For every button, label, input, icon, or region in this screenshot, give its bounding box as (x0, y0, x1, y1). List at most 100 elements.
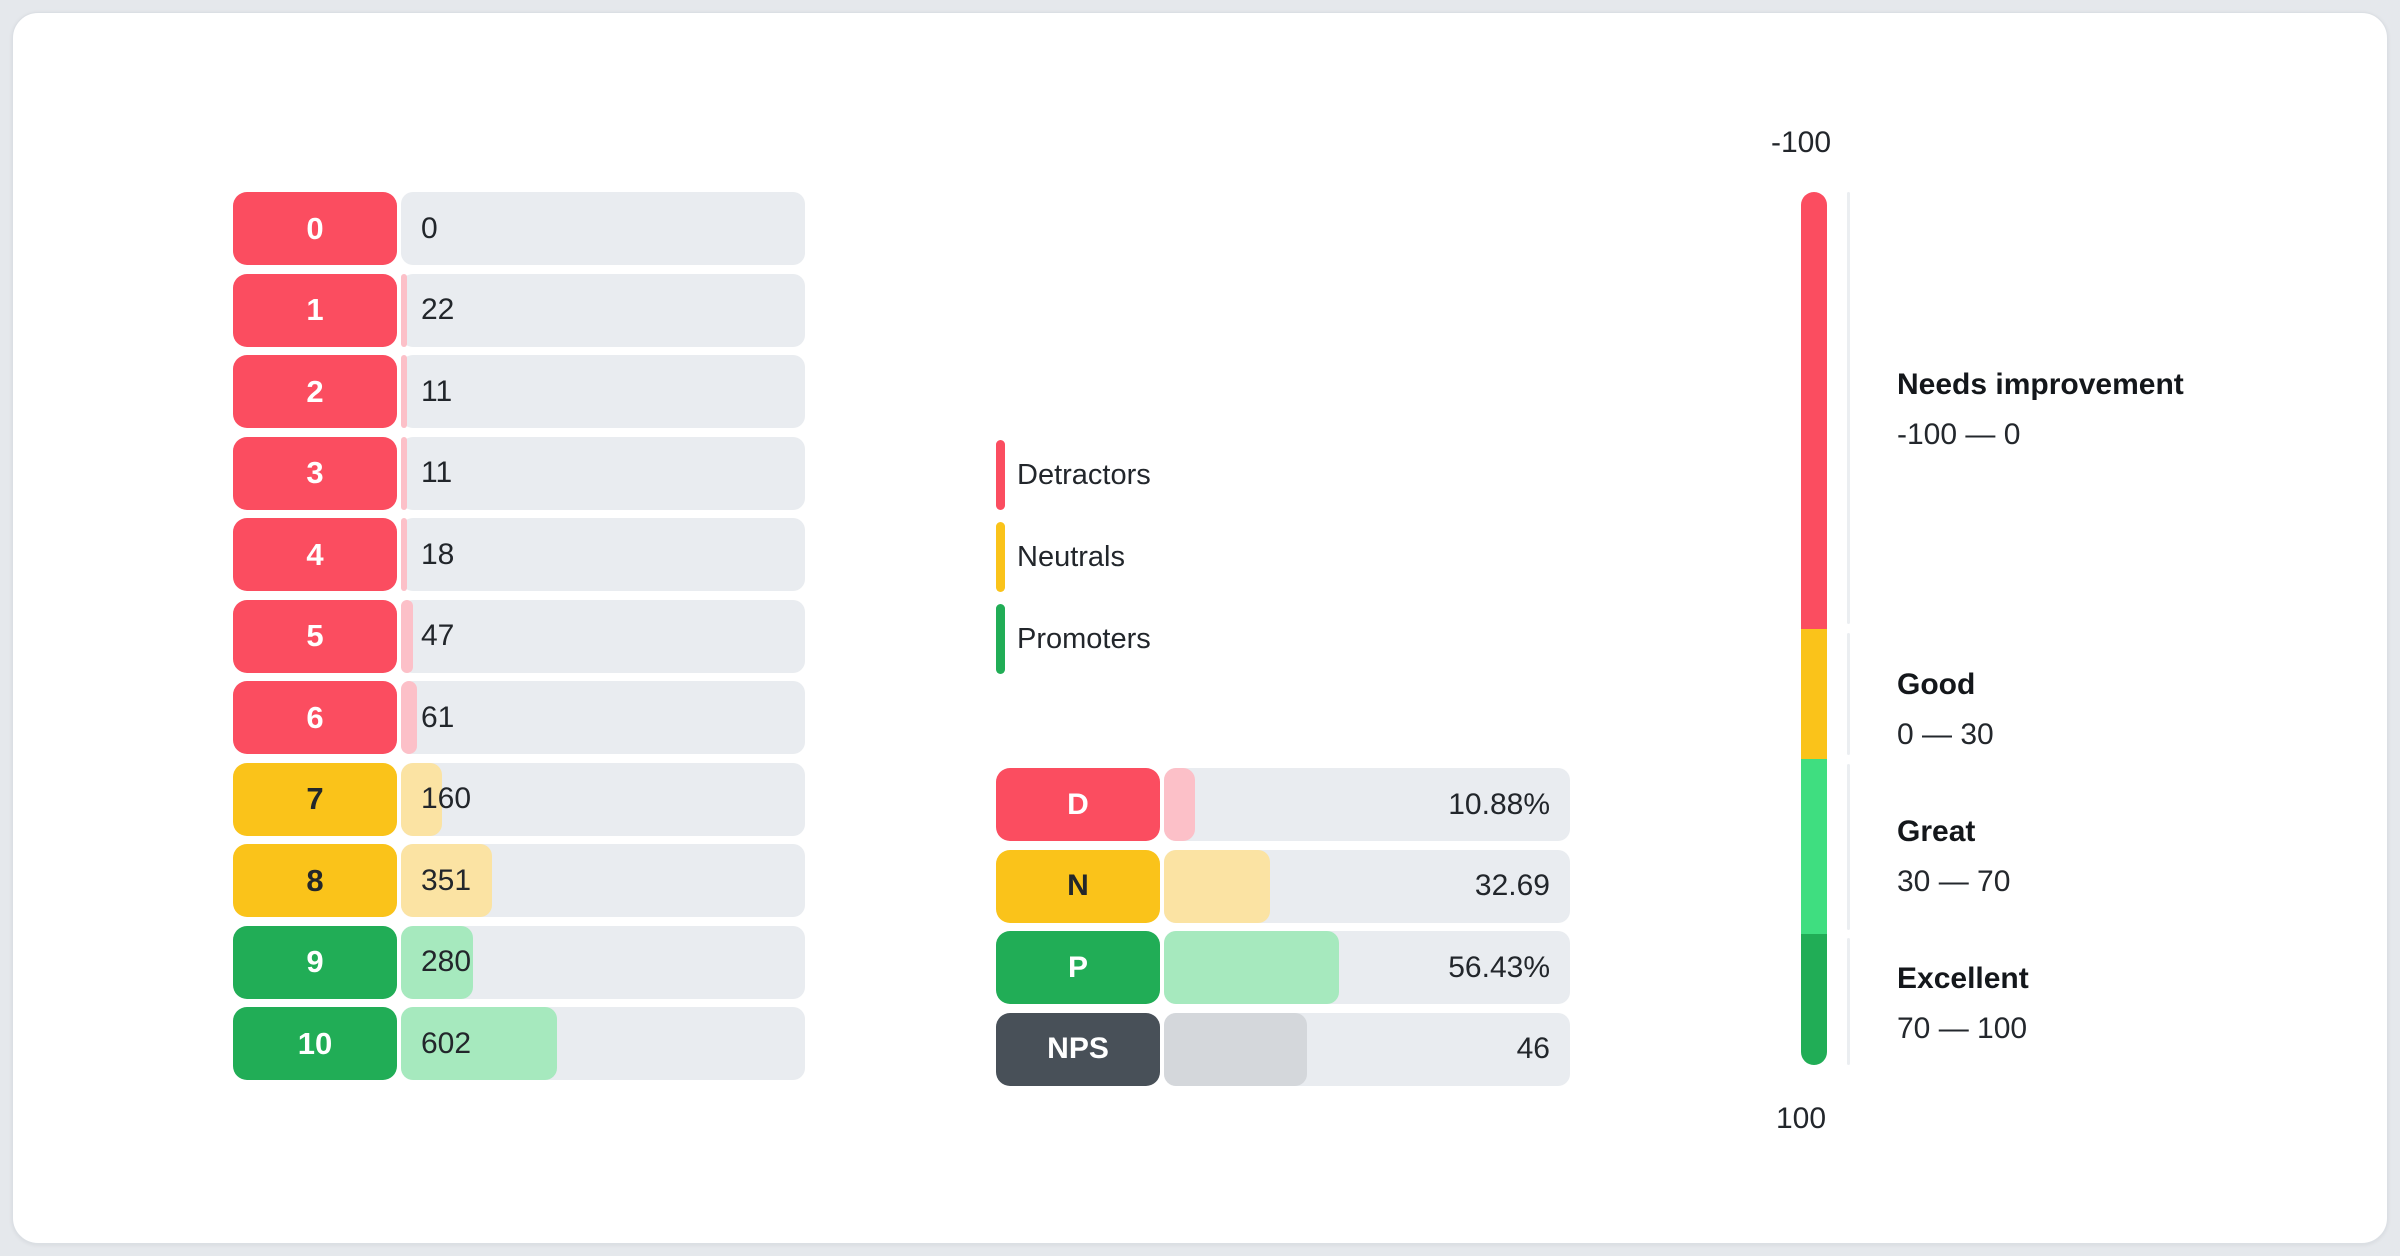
count-value: 280 (421, 945, 472, 978)
gauge-segment-needs-improvement (1801, 192, 1827, 629)
bar-track: 351 (401, 844, 805, 917)
summary-label: P (996, 931, 1160, 1004)
summary-row-promoters: P 56.43% (996, 931, 1570, 1004)
bar-fill (401, 925, 474, 999)
nps-summary-chart: D 10.88% N 32.69 P 56.43% (996, 768, 1570, 1086)
score-label: 3 (233, 436, 397, 510)
score-label: 2 (233, 355, 397, 428)
count-value: 22 (421, 293, 455, 326)
count-value: 602 (421, 1026, 472, 1060)
score-row: 4 18 (233, 518, 805, 591)
gauge-zone-needs-improvement: Needs improvement -100 — 0 (1897, 368, 2184, 452)
zone-range: 30 — 70 (1897, 865, 2011, 898)
gauge-segment-great (1801, 759, 1827, 935)
score-label: 7 (233, 762, 397, 836)
count-value: 0 (421, 211, 438, 245)
bar-fill (401, 762, 443, 836)
bar-track: 47 (401, 599, 805, 673)
bar-track: 56.43% (1164, 931, 1570, 1004)
score-row: 6 61 (233, 681, 805, 754)
bar-track: 18 (401, 518, 805, 591)
score-distribution-chart: 0 0 1 22 2 11 (233, 192, 805, 1080)
count-value: 61 (421, 700, 455, 734)
gauge-zone-great: Great 30 — 70 (1897, 815, 2010, 899)
zone-title: Great (1897, 815, 1976, 848)
count-value: 160 (421, 782, 472, 815)
gauge-segment-excellent (1801, 934, 1827, 1065)
legend-item-promoters[interactable]: Promoters (996, 604, 1151, 674)
bar-fill (1164, 849, 1270, 923)
zone-range: 0 — 30 (1897, 718, 1994, 751)
score-label: 4 (233, 518, 397, 591)
summary-value: 10.88% (1448, 787, 1550, 821)
score-label: 8 (233, 844, 397, 917)
zone-range: 70 — 100 (1897, 1012, 2028, 1045)
zone-title: Good (1897, 668, 1976, 701)
summary-label: N (996, 849, 1160, 923)
bar-track: 46 (1164, 1012, 1570, 1086)
bar-track: 22 (401, 273, 805, 347)
bar-fill (401, 355, 408, 428)
legend-item-detractors[interactable]: Detractors (996, 440, 1151, 510)
bar-fill (1164, 768, 1196, 841)
score-label: 5 (233, 599, 397, 673)
count-value: 351 (421, 863, 472, 897)
bar-fill (401, 1007, 557, 1080)
bar-track: 160 (401, 762, 805, 836)
score-label: 1 (233, 273, 397, 347)
bar-track: 10.88% (1164, 768, 1570, 841)
bar-track: 61 (401, 681, 805, 754)
bar-fill (401, 273, 408, 347)
score-row: 10 602 (233, 1007, 805, 1080)
summary-value: 32.69 (1474, 869, 1550, 902)
bar-fill (1164, 931, 1339, 1004)
score-row: 5 47 (233, 599, 805, 673)
bar-fill (401, 599, 414, 673)
score-label: 9 (233, 925, 397, 999)
bar-track: 32.69 (1164, 849, 1570, 923)
zone-title: Excellent (1897, 962, 2029, 995)
bar-fill (401, 518, 408, 591)
bar-fill (401, 681, 417, 754)
score-row: 1 22 (233, 273, 805, 347)
count-value: 11 (421, 374, 453, 408)
score-label: 10 (233, 1007, 397, 1080)
summary-label: D (996, 768, 1160, 841)
bar-track: 11 (401, 355, 805, 428)
gauge-axis-line (1847, 764, 1850, 930)
summary-row-neutrals: N 32.69 (996, 849, 1570, 923)
score-row: 3 11 (233, 436, 805, 510)
legend-color-bar (996, 522, 1005, 592)
gauge-max-label: 100 (1775, 1102, 1827, 1135)
summary-label: NPS (996, 1012, 1160, 1086)
gauge-segment-good (1801, 628, 1827, 760)
legend-label: Promoters (1017, 622, 1151, 655)
nps-gauge-bar (1801, 192, 1827, 1065)
legend-color-bar (996, 604, 1005, 674)
zone-title: Needs improvement (1897, 368, 2184, 401)
bar-fill (401, 844, 492, 917)
legend-color-bar (996, 440, 1005, 510)
gauge-axis-line (1847, 633, 1850, 755)
gauge-axis-line (1847, 192, 1850, 624)
legend-item-neutrals[interactable]: Neutrals (996, 522, 1151, 592)
summary-row-detractors: D 10.88% (996, 768, 1570, 841)
gauge-zone-good: Good 0 — 30 (1897, 668, 1994, 752)
count-value: 47 (421, 619, 455, 652)
gauge-min-label: -100 (1770, 126, 1832, 159)
score-row: 2 11 (233, 355, 805, 428)
legend: Detractors Neutrals Promoters (996, 440, 1151, 674)
bar-track: 280 (401, 925, 805, 999)
score-row: 7 160 (233, 762, 805, 836)
score-row: 0 0 (233, 192, 805, 265)
score-row: 9 280 (233, 925, 805, 999)
summary-value: 56.43% (1448, 950, 1550, 984)
summary-value: 46 (1516, 1032, 1550, 1065)
score-label: 0 (233, 192, 397, 265)
bar-fill (401, 436, 408, 510)
zone-range: -100 — 0 (1897, 418, 2021, 451)
gauge-zone-excellent: Excellent 70 — 100 (1897, 962, 2029, 1046)
bar-fill (1164, 1012, 1307, 1086)
score-label: 6 (233, 681, 397, 754)
